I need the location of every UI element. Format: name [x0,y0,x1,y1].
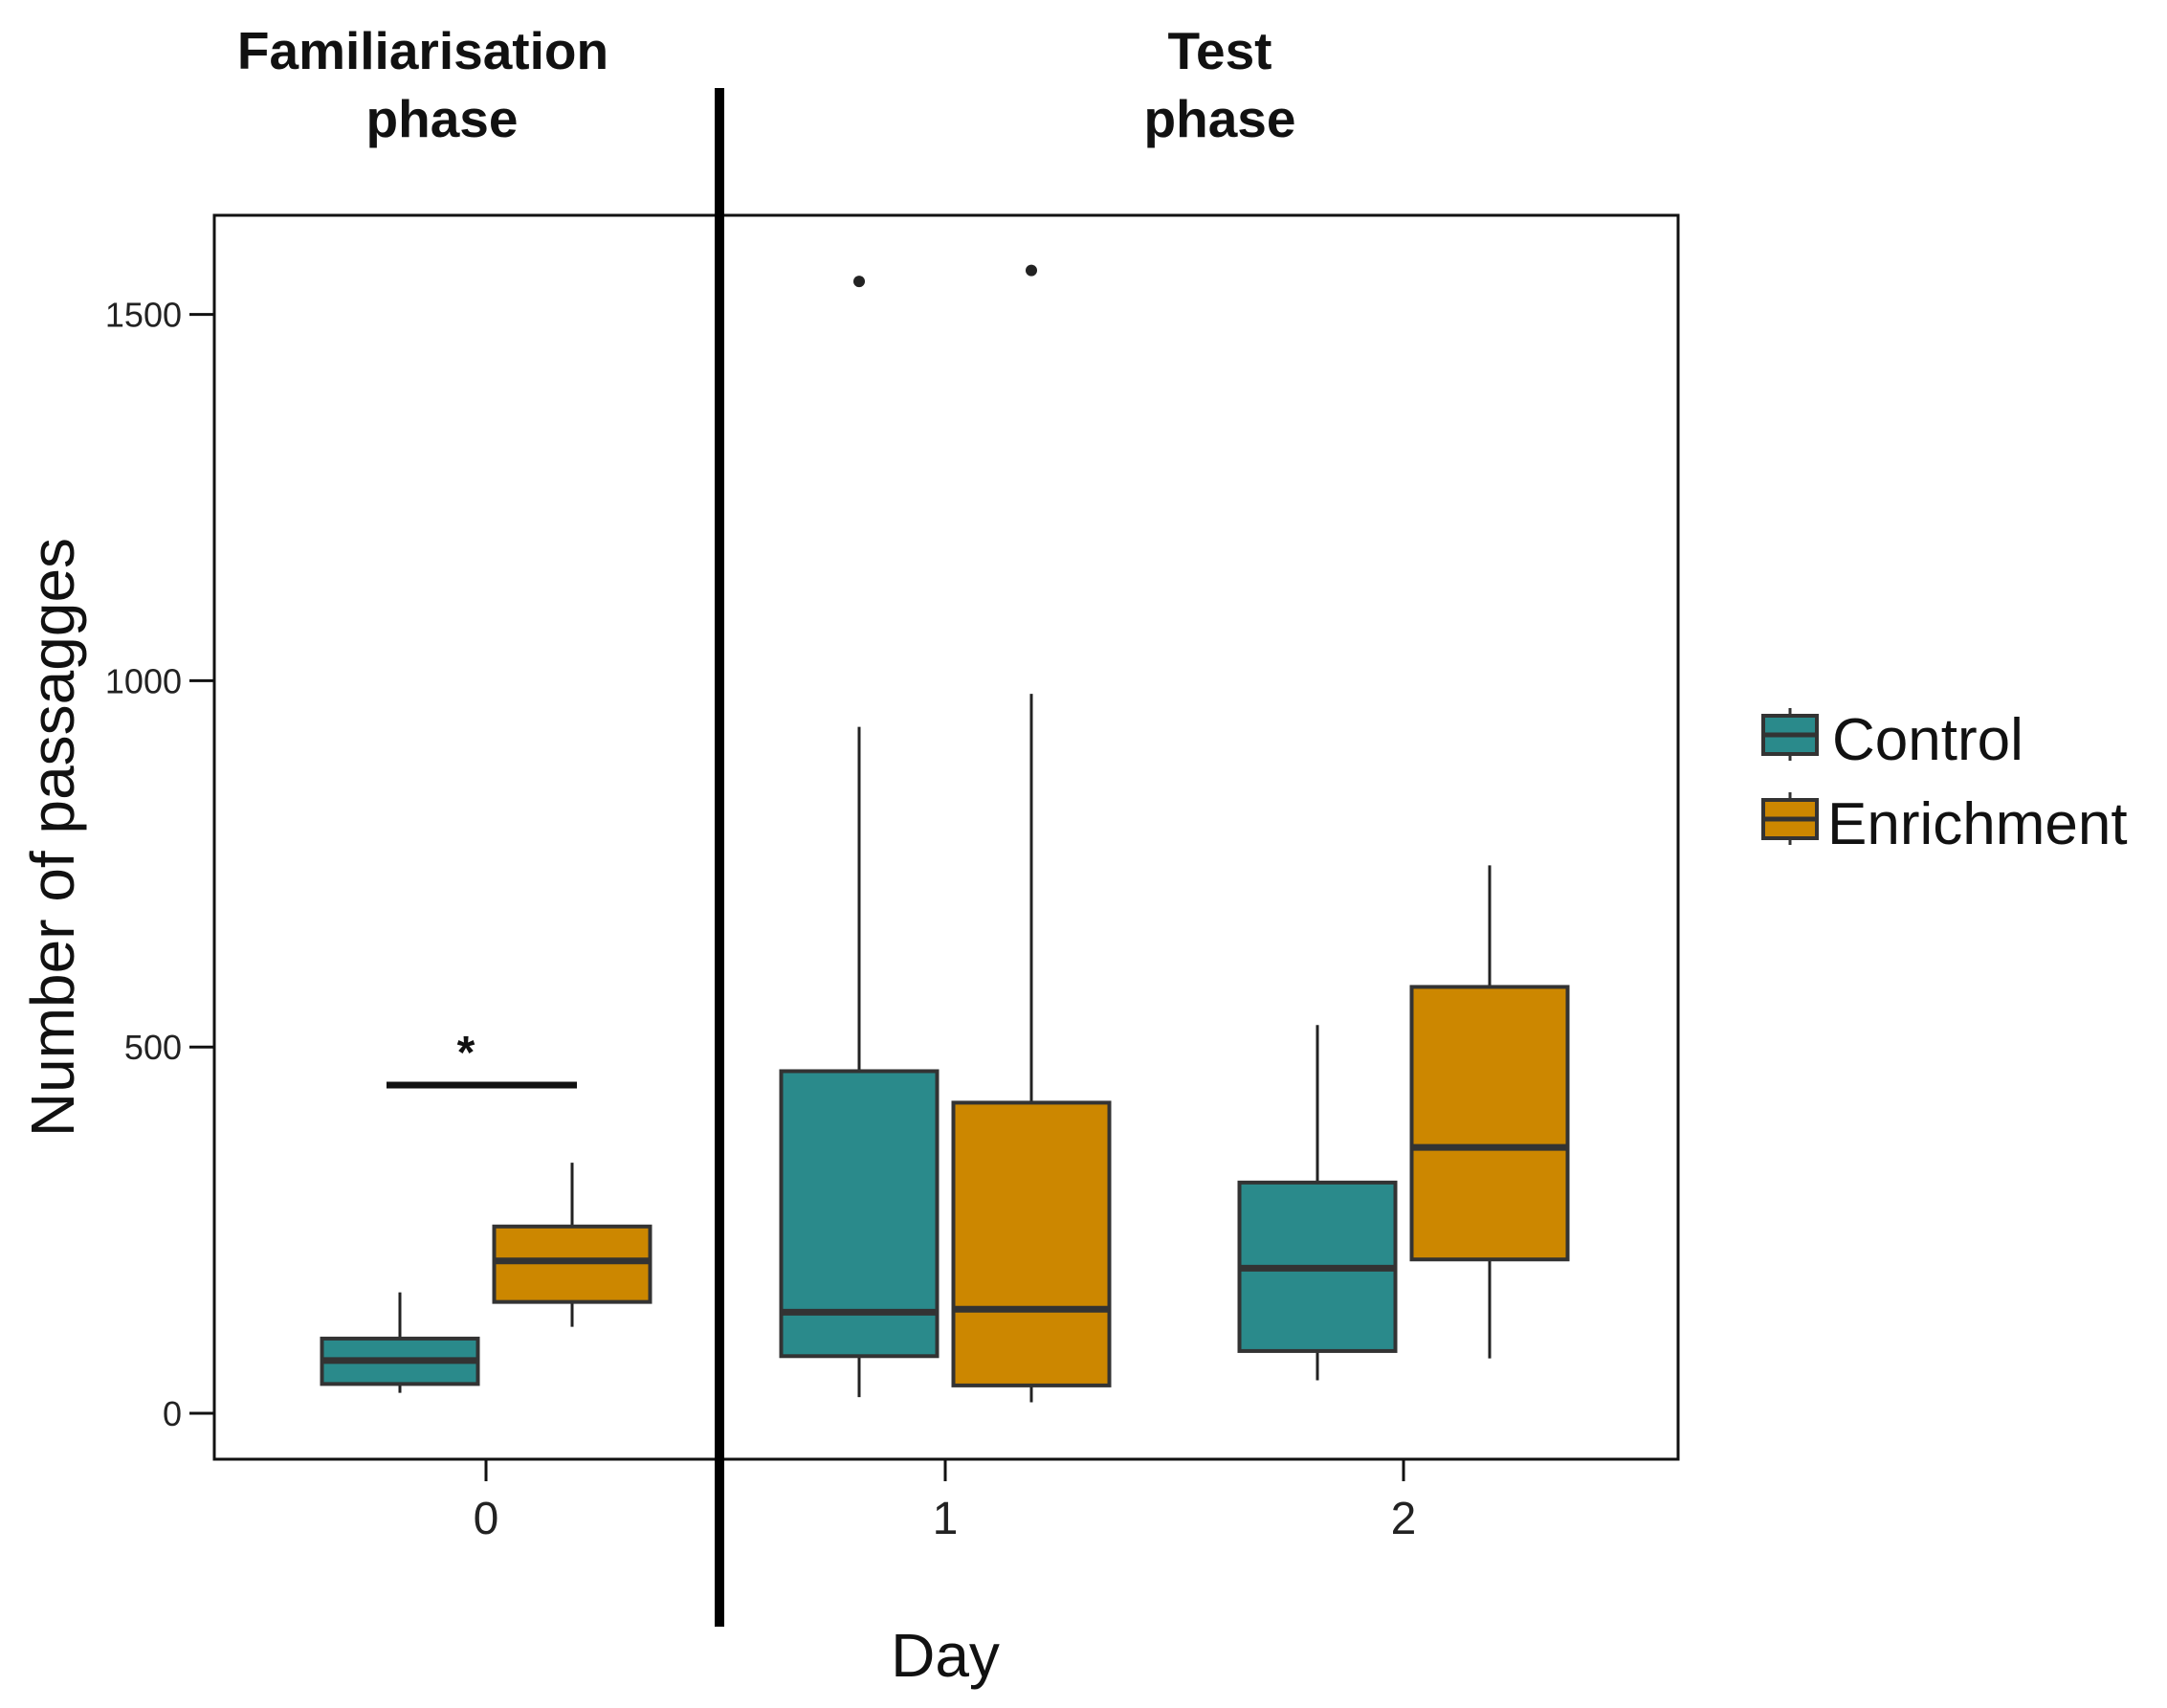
x-tick-label-1: 1 [933,1494,959,1544]
box-control-day-1 [779,276,940,1398]
y-tick-label-0: 0 [163,1394,182,1433]
legend-key-control [1761,708,1819,761]
significance-asterisk: * [457,1028,475,1078]
legend: Control Enrichment [1761,707,2128,857]
box-control-day-2 [1237,1025,1398,1381]
x-axis-title: Day [891,1621,1000,1690]
legend-label-control: Control [1832,707,2023,773]
box-control-day-0 [320,1292,480,1393]
outlier-control-day-1-0 [853,276,865,288]
legend-label-enrichment: Enrichment [1827,791,2128,857]
box-body-enrichment-day-2 [1409,985,1570,1262]
phase-title-familiarisation-line2: phase [366,89,519,148]
box-enrichment-day-2 [1409,865,1570,1359]
plot-panel [212,213,1680,1461]
y-tick-label-1000: 1000 [105,661,182,700]
legend-key-enrichment [1761,792,1819,845]
box-enrichment-day-1 [951,264,1112,1403]
outlier-enrichment-day-1-0 [1026,264,1037,277]
y-axis-title: Number of passagges [18,538,87,1137]
phase-title-familiarisation-line1: Familiarisation [237,21,608,80]
phase-title-test-line2: phase [1144,89,1296,148]
phase-title-test-line1: Test [1167,21,1271,80]
box-body-enrichment-day-1 [951,1100,1112,1387]
box-body-control-day-1 [779,1069,940,1359]
y-tick-label-1500: 1500 [105,296,182,335]
x-axis: 0 1 2 [474,1459,1417,1544]
box-enrichment-day-0 [492,1163,652,1327]
y-axis: 0 500 1000 1500 [105,296,214,1433]
box-series-group [320,264,1570,1403]
y-tick-label-500: 500 [124,1028,182,1067]
x-tick-label-0: 0 [474,1494,499,1544]
x-tick-label-2: 2 [1391,1494,1417,1544]
